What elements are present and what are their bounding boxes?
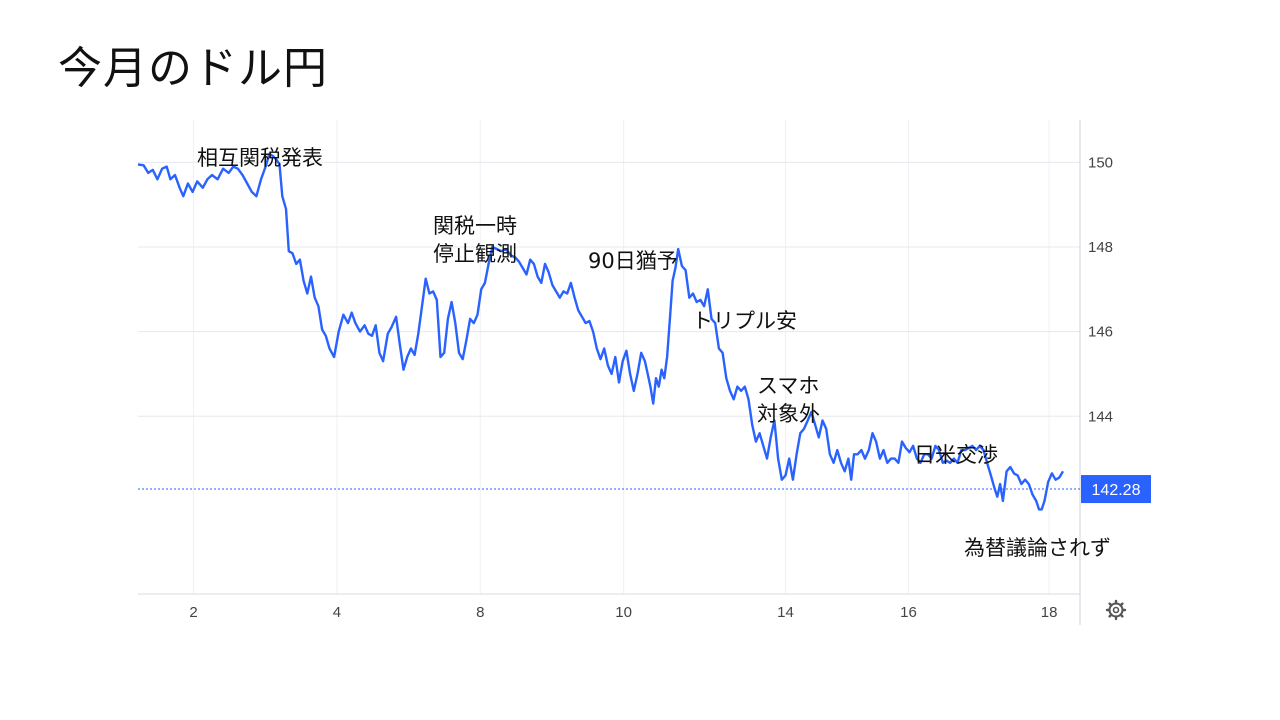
last-price-badge: 142.28: [1081, 475, 1151, 504]
y-tick-label: 146: [1088, 324, 1113, 341]
x-tick-label: 4: [333, 604, 341, 621]
event-annotation: 日米交渉: [914, 443, 998, 467]
axis-ticks: 2 4 8 10 14 16 18 150 148 146 144: [189, 154, 1113, 621]
usdjpy-series-line: [137, 152, 1065, 511]
event-annotation: 為替議論されず: [964, 536, 1111, 560]
x-tick-label: 16: [900, 604, 917, 621]
event-annotation: 関税一時: [433, 214, 517, 238]
last-price-value: 142.28: [1092, 482, 1141, 499]
event-annotation: トリプル安: [692, 309, 797, 333]
x-tick-label: 18: [1041, 604, 1058, 621]
chart-grid: [138, 120, 1080, 595]
event-annotation: 停止観測: [433, 242, 517, 266]
x-tick-label: 2: [189, 604, 197, 621]
slide-title: 今月のドル円: [58, 43, 328, 94]
x-tick-label: 10: [615, 604, 632, 621]
event-annotation: 相互関税発表: [197, 146, 323, 170]
y-tick-label: 148: [1088, 239, 1113, 256]
last-price-badge-bg: [1081, 475, 1151, 504]
event-annotation: スマホ: [757, 374, 819, 398]
event-annotation: 90日猶予: [588, 249, 678, 273]
x-tick-label: 14: [777, 604, 794, 621]
event-annotation: 対象外: [757, 402, 820, 426]
gear-icon[interactable]: [1105, 599, 1127, 621]
x-tick-label: 8: [476, 604, 484, 621]
y-tick-label: 144: [1088, 408, 1113, 425]
y-tick-label: 150: [1088, 154, 1113, 171]
